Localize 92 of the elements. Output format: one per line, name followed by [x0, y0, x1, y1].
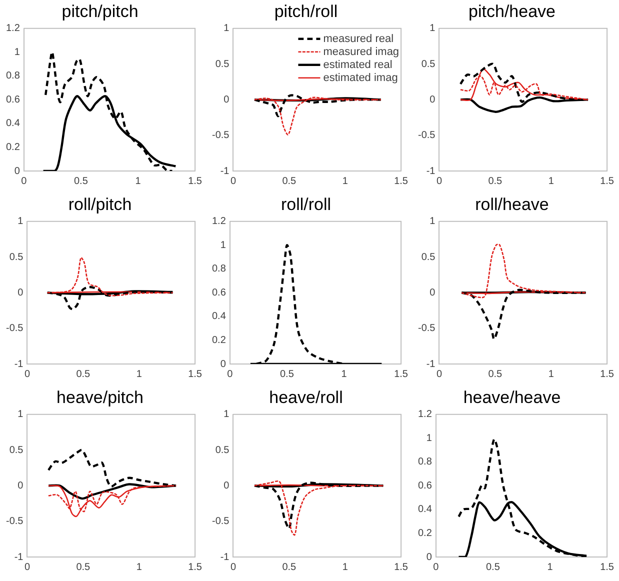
y-tick-label: 1.2: [6, 23, 20, 34]
x-tick-label: 0.5: [74, 176, 88, 187]
y-tick-label: 0: [426, 552, 432, 563]
chart-title: roll/roll: [280, 194, 332, 214]
y-tick-label: 1: [18, 216, 24, 228]
x-tick-label: 0.5: [76, 562, 91, 573]
x-tick-label: 0.5: [486, 562, 500, 573]
y-tick-label: 1.2: [418, 409, 432, 420]
legend-label: estimated real: [323, 58, 392, 71]
y-tick-label: 0.6: [418, 480, 432, 492]
y-tick-label: -1: [220, 166, 230, 177]
y-tick-label: 0.5: [215, 444, 230, 456]
x-tick-label: 0.5: [488, 368, 503, 380]
legend-label: measured imag: [323, 46, 400, 58]
x-tick-label: 0.5: [488, 176, 503, 187]
y-tick-label: 1: [224, 23, 230, 34]
y-tick-label: 1: [426, 432, 432, 444]
x-tick-label: 1: [548, 368, 554, 380]
x-tick-label: 1.5: [188, 368, 202, 380]
chart-title: pitch/roll: [274, 2, 338, 21]
y-tick-label: 0: [220, 358, 226, 370]
x-tick-label: 1: [136, 368, 142, 380]
y-tick-label: 0.4: [6, 118, 20, 130]
y-tick-label: 0.5: [9, 252, 24, 263]
chart-title: roll/heave: [475, 194, 549, 214]
x-tick-label: 1: [341, 368, 348, 380]
y-tick-label: 0: [430, 94, 436, 106]
y-tick-label: -0.5: [418, 323, 436, 334]
y-tick-label: -1: [220, 552, 230, 563]
legend-label: measured real: [323, 32, 394, 45]
y-tick-label: 0.8: [6, 70, 20, 82]
y-tick-label: 0.8: [418, 456, 432, 468]
x-tick-label: 1.5: [394, 176, 408, 187]
y-tick-label: 0: [18, 287, 24, 298]
y-tick-label: -0.5: [212, 130, 230, 142]
x-tick-label: 1: [547, 562, 554, 573]
y-tick-label: 1: [430, 216, 436, 228]
x-tick-label: 1: [548, 176, 554, 187]
y-tick-label: 0.6: [212, 287, 226, 298]
x-tick-label: 1.5: [188, 562, 202, 573]
y-tick-label: -0.5: [6, 516, 24, 528]
x-tick-label: 0.5: [76, 368, 91, 380]
y-tick-label: 0: [224, 480, 230, 492]
y-tick-label: 0: [14, 166, 20, 177]
chart-title: heave/roll: [269, 388, 343, 407]
x-tick-label: 1: [342, 176, 348, 187]
y-tick-label: -0.5: [418, 130, 436, 142]
chart-title: pitch/heave: [468, 2, 556, 21]
x-tick-label: 1.5: [600, 368, 614, 380]
y-tick-label: 1: [220, 240, 226, 251]
x-tick-label: 1: [342, 562, 348, 573]
y-tick-label: 0.5: [215, 58, 230, 70]
y-tick-label: 0.2: [418, 528, 432, 539]
chart-title: heave/heave: [463, 388, 561, 407]
y-tick-label: 1: [18, 409, 24, 420]
x-tick-label: 0.5: [282, 562, 297, 573]
y-tick-label: 1.2: [212, 216, 226, 228]
y-tick-label: 0.8: [212, 264, 226, 275]
y-tick-label: 0.4: [212, 311, 226, 322]
x-tick-label: 1.5: [600, 176, 614, 187]
line-series: [44, 50, 174, 171]
chart-title: pitch/pitch: [62, 2, 138, 21]
x-tick-label: 1.5: [188, 176, 202, 187]
x-tick-label: 1.5: [394, 368, 408, 380]
y-tick-label: 1: [430, 23, 436, 34]
chart-title: heave/pitch: [56, 388, 144, 407]
y-tick-label: -1: [14, 552, 24, 563]
y-tick-label: 0: [18, 480, 24, 492]
y-tick-label: 0: [430, 287, 436, 298]
x-tick-label: 0.5: [280, 368, 294, 380]
y-tick-label: 0.5: [421, 252, 436, 263]
y-tick-label: 1: [224, 409, 230, 420]
y-tick-label: 1: [14, 46, 20, 58]
y-tick-label: 0: [224, 94, 230, 106]
y-tick-label: 0.4: [418, 504, 432, 516]
x-tick-label: 0.5: [282, 176, 297, 187]
x-tick-label: 1.5: [394, 562, 408, 573]
legend-label: estimated imag: [323, 72, 398, 84]
y-tick-label: -1: [14, 358, 24, 370]
chart-title: roll/pitch: [68, 194, 132, 214]
x-tick-label: 1.5: [600, 562, 614, 573]
y-tick-label: -0.5: [6, 323, 24, 334]
y-tick-label: 0.6: [6, 94, 20, 106]
y-tick-label: 0.2: [6, 142, 20, 153]
y-tick-label: 0.5: [421, 58, 436, 70]
y-tick-label: -0.5: [212, 516, 230, 528]
x-tick-label: 1: [136, 562, 142, 573]
y-tick-label: 0.2: [212, 334, 226, 346]
y-tick-label: -1: [426, 358, 436, 370]
x-tick-label: 1: [135, 176, 142, 187]
y-tick-label: -1: [426, 166, 436, 177]
y-tick-label: 0.5: [9, 444, 24, 456]
